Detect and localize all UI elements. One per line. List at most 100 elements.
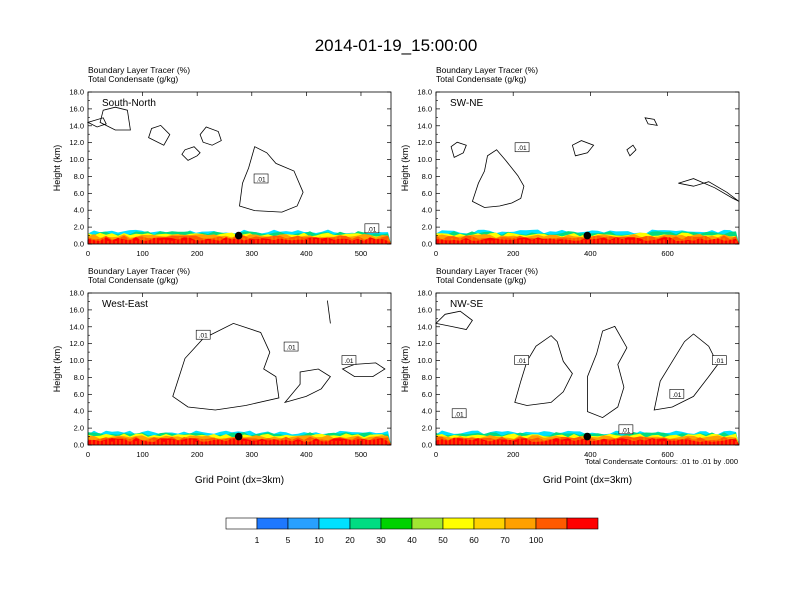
figure-title: 2014-01-19_15:00:00 — [315, 36, 478, 55]
condensate-contour — [435, 310, 473, 330]
condensate-contour — [450, 141, 467, 158]
condensate-contour — [514, 335, 573, 406]
panel-header-tracer: Boundary Layer Tracer (%) — [436, 65, 538, 75]
colorbar-label: 30 — [376, 535, 386, 545]
contour-label-box — [712, 355, 727, 365]
panels: Boundary Layer Tracer (%)Total Condensat… — [52, 65, 740, 486]
x-tick-label: 500 — [355, 450, 368, 459]
x-tick-label: 400 — [584, 450, 597, 459]
x-tick-label: 100 — [136, 249, 149, 258]
x-tick-label: 600 — [661, 450, 674, 459]
y-tick-label: 0.0 — [74, 240, 84, 249]
y-tick-label: 8.0 — [422, 373, 432, 382]
location-marker — [234, 432, 243, 441]
colorbar-label: 100 — [529, 535, 543, 545]
y-tick-label: 8.0 — [422, 172, 432, 181]
plot-frame — [87, 292, 392, 446]
plot-frame — [435, 91, 740, 245]
y-tick-label: 6.0 — [74, 390, 84, 399]
condensate-contour — [587, 325, 628, 419]
condensate-contour — [471, 149, 525, 208]
contour-label: .01 — [672, 392, 681, 399]
location-marker — [234, 231, 243, 240]
contour-footnote: Total Condensate Contours: .01 to .01 by… — [585, 457, 738, 466]
colorbar-label: 60 — [469, 535, 479, 545]
x-tick-label: 200 — [507, 249, 520, 258]
condensate-contour — [283, 368, 331, 404]
panel-header-condensate: Total Condensate (g/kg) — [88, 74, 178, 84]
condensate-contours — [450, 117, 740, 208]
colorbar-label: 1 — [255, 535, 260, 545]
colorbar-swatch — [504, 517, 537, 530]
y-tick-label: 6.0 — [74, 189, 84, 198]
y-tick-label: 10.0 — [417, 155, 432, 164]
colorbar-swatch — [256, 517, 289, 530]
y-tick-label: 4.0 — [74, 206, 84, 215]
colorbar-swatch — [473, 517, 506, 530]
y-tick-label: 12.0 — [417, 138, 432, 147]
panel-header-tracer: Boundary Layer Tracer (%) — [88, 65, 190, 75]
y-tick-label: 18.0 — [417, 289, 432, 298]
contour-label-box — [514, 355, 529, 365]
x-tick-label: 300 — [246, 450, 259, 459]
y-tick-label: 8.0 — [74, 373, 84, 382]
y-tick-label: 2.0 — [422, 223, 432, 232]
y-axis-label: Height (km) — [52, 145, 62, 192]
y-tick-label: 12.0 — [417, 339, 432, 348]
x-tick-label: 200 — [191, 249, 204, 258]
panel-label: SW-NE — [450, 98, 483, 109]
y-tick-label: 16.0 — [69, 305, 84, 314]
y-tick-label: 18.0 — [69, 289, 84, 298]
colorbar-swatch — [442, 517, 475, 530]
contour-label: .01 — [344, 358, 353, 365]
condensate-contour — [86, 117, 107, 128]
contour-label-box — [669, 389, 685, 399]
contour-label: .01 — [715, 358, 724, 365]
panel-label: West-East — [102, 299, 148, 310]
y-tick-label: 0.0 — [422, 240, 432, 249]
condensate-contour — [678, 178, 740, 202]
panel-header-tracer: Boundary Layer Tracer (%) — [88, 266, 190, 276]
y-tick-label: 16.0 — [69, 104, 84, 113]
y-tick-label: 12.0 — [69, 138, 84, 147]
y-axis-label: Height (km) — [400, 145, 410, 192]
x-tick-label: 0 — [434, 249, 438, 258]
y-tick-label: 2.0 — [74, 424, 84, 433]
x-tick-label: 0 — [434, 450, 438, 459]
y-tick-label: 4.0 — [422, 206, 432, 215]
y-tick-label: 6.0 — [422, 390, 432, 399]
condensate-contour — [653, 333, 719, 411]
condensate-contour — [644, 117, 658, 126]
condensate-contour — [327, 300, 331, 324]
colorbar-label: 50 — [438, 535, 448, 545]
x-tick-label: 600 — [661, 249, 674, 258]
condensate-contour — [148, 124, 171, 146]
x-tick-label: 0 — [86, 450, 90, 459]
contour-label-box — [283, 341, 299, 352]
contour-label-box — [364, 223, 380, 234]
y-tick-label: 14.0 — [69, 322, 84, 331]
panel-label: NW-SE — [450, 299, 483, 310]
x-tick-label: 200 — [191, 450, 204, 459]
y-tick-label: 10.0 — [417, 356, 432, 365]
colorbar-swatch — [566, 517, 599, 530]
condensate-contour — [172, 322, 280, 411]
contour-label: .01 — [517, 358, 526, 365]
colorbar-swatch — [225, 517, 258, 530]
condensate-contours — [86, 106, 304, 213]
colorbar-label: 10 — [314, 535, 324, 545]
colorbar-label: 5 — [286, 535, 291, 545]
contour-label: .01 — [621, 427, 630, 434]
x-axis-label: Grid Point (dx=3km) — [195, 475, 284, 486]
contour-label-box — [195, 329, 211, 340]
panel-label: South-North — [102, 98, 156, 109]
x-tick-label: 300 — [246, 249, 259, 258]
contour-label-box — [514, 142, 530, 153]
y-tick-label: 18.0 — [417, 88, 432, 97]
contour-label-box — [618, 424, 634, 435]
y-axis-label: Height (km) — [400, 346, 410, 393]
panel-west-east: Boundary Layer Tracer (%)Total Condensat… — [52, 266, 392, 486]
y-tick-label: 2.0 — [74, 223, 84, 232]
y-tick-label: 14.0 — [417, 121, 432, 130]
contour-label-box — [253, 173, 269, 184]
